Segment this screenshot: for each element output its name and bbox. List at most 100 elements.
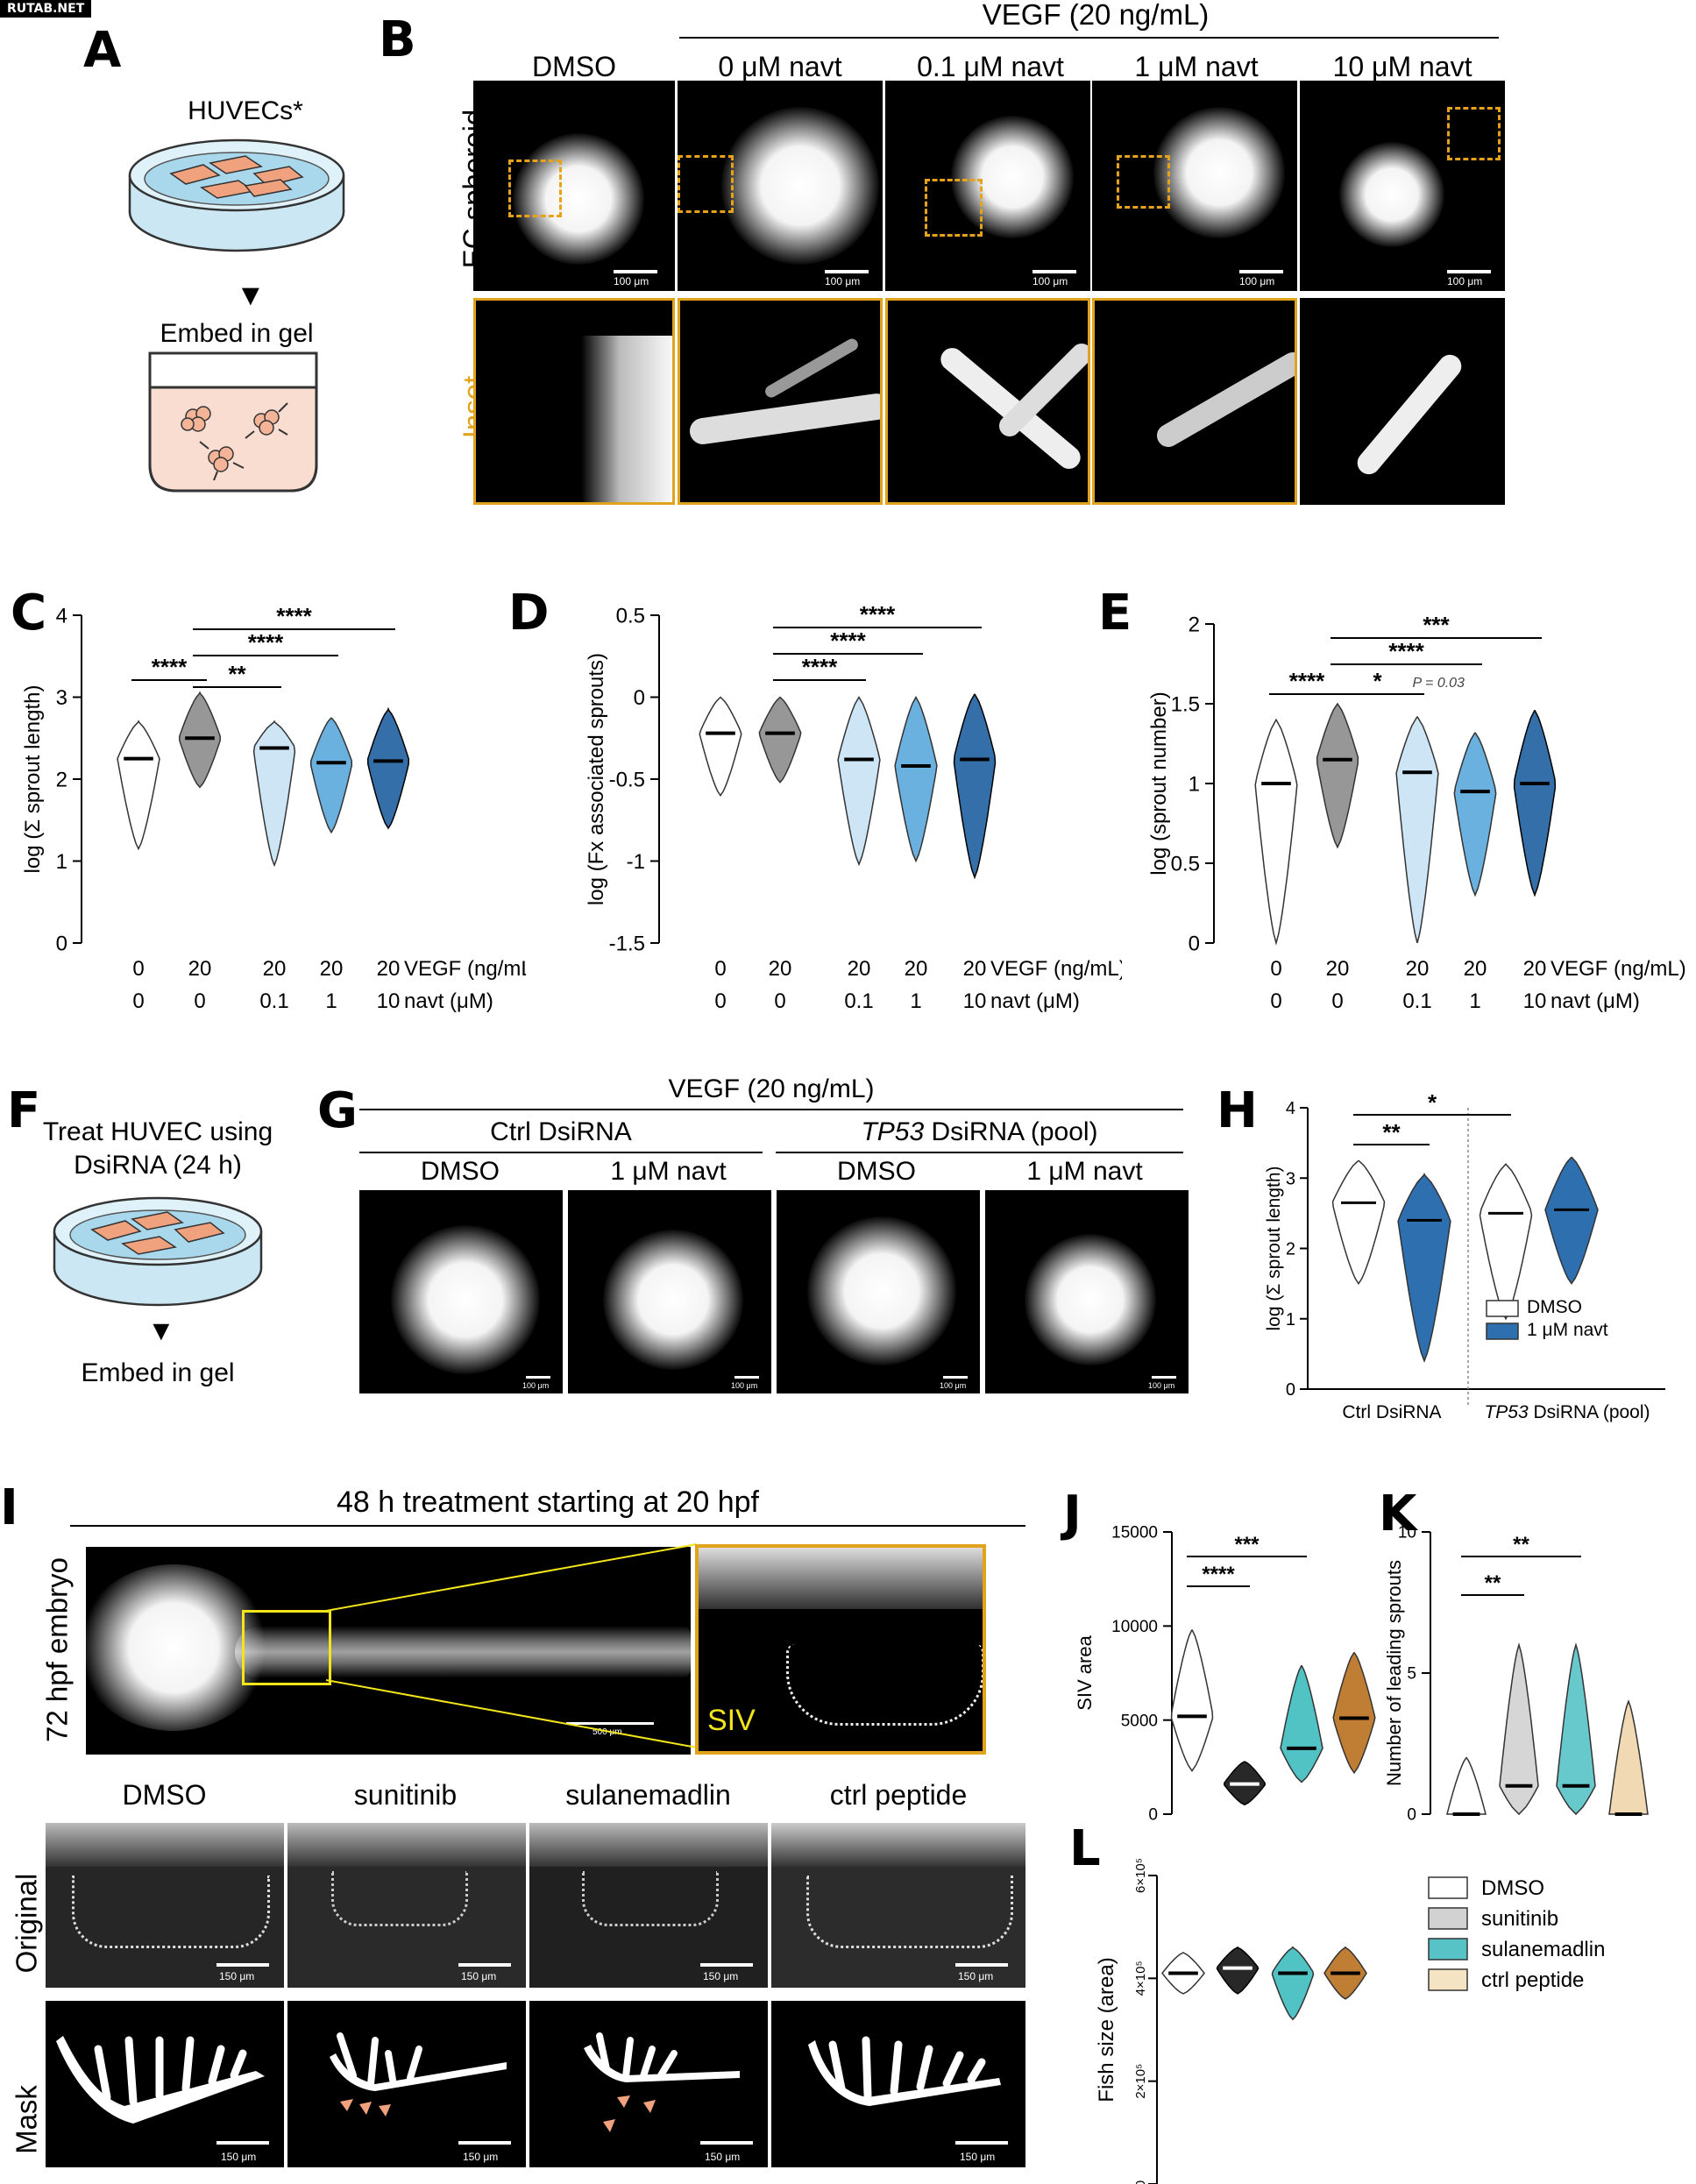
y-tick-label-c: 0	[56, 932, 67, 955]
panel-i-cond-3: ctrl peptide	[829, 1779, 968, 1811]
violin-c	[309, 717, 353, 834]
legend-label-l: ctrl peptide	[1481, 1968, 1584, 1992]
y-tick-label-c: 3	[56, 686, 67, 710]
legend-swatch-h	[1486, 1322, 1519, 1340]
x-tick-label-c: 20	[188, 957, 212, 981]
mask-image-sulanemadlin: 150 μm	[529, 2001, 768, 2167]
inset-image-10-navt	[1300, 298, 1505, 505]
g-image-ctrl-navt: 100 μm	[568, 1190, 771, 1393]
mask-image-ctrl-peptide: 150 μm	[771, 2001, 1025, 2167]
y-tick-label-c: 1	[56, 850, 67, 874]
significance-label-e: ****	[1289, 668, 1325, 694]
significance-label-c: ****	[248, 629, 284, 656]
y-tick-label-d: 0.5	[616, 604, 645, 628]
significance-label-j: ****	[1202, 1563, 1235, 1586]
violin-j	[1170, 1629, 1214, 1772]
violin-h	[1397, 1173, 1451, 1364]
g-image-tp53-dmso: 100 μm	[777, 1190, 980, 1393]
panel-i-cond-0: DMSO	[122, 1779, 207, 1811]
x-tick-label-d: 20	[769, 957, 792, 981]
x-tick-label-c: 20	[320, 957, 344, 981]
y-tick-label-d: -1	[627, 850, 645, 874]
panel-letter-d: D	[508, 585, 550, 642]
significance-label-e: *	[1373, 668, 1382, 694]
panel-letter-g: G	[317, 1082, 358, 1139]
legend-swatch-l	[1428, 1938, 1468, 1961]
legend-label-l: DMSO	[1481, 1876, 1544, 1900]
violin-c	[179, 691, 221, 789]
panel-g-cond-3: 1 μM navt	[1026, 1157, 1143, 1186]
g-image-tp53-navt: 100 μm	[985, 1190, 1189, 1393]
x-tick-label-e: 0	[1270, 989, 1281, 1013]
y-axis-label-d: log (Fx associated sprouts)	[585, 653, 608, 905]
violin-j	[1332, 1652, 1376, 1775]
x-row-label-c: navt (μM)	[404, 989, 493, 1013]
violin-e	[1395, 716, 1439, 944]
x-tick-label-c: 1	[325, 989, 337, 1013]
panel-letter-l: L	[1069, 1820, 1101, 1877]
y-tick-label-l: 2×10⁵	[1133, 2064, 1148, 2099]
y-tick-label-k: 5	[1407, 1665, 1416, 1684]
arrow-down-icon-f: ▼	[147, 1315, 175, 1346]
panel-g-header: VEGF (20 ng/mL)	[668, 1074, 875, 1103]
violin-k	[1608, 1699, 1649, 1815]
chart-k: 0 5 10 Number of leading sprouts ** **	[1385, 1524, 1649, 1823]
x-tick-label-e: 20	[1326, 957, 1350, 981]
violin-j	[1280, 1665, 1323, 1783]
violin-d	[837, 696, 881, 867]
panel-i-header-rule	[70, 1525, 1025, 1527]
y-axis-label-c: log (Σ sprout length)	[21, 685, 45, 874]
x-tick-label-e: 10	[1523, 989, 1547, 1013]
x-row-label-d: navt (μM)	[990, 989, 1080, 1013]
x-tick-label-e: 20	[1523, 957, 1547, 981]
y-axis-label-e: log (sprout number)	[1147, 691, 1171, 875]
significance-label-e: ****	[1388, 638, 1424, 664]
spheroid-image-1-navt: 100 μm	[1092, 81, 1297, 291]
original-image-dmso: 150 μm	[46, 1823, 284, 1988]
inset-image-0-1-navt	[885, 298, 1090, 505]
y-tick-label-h: 0	[1286, 1380, 1295, 1400]
violin-d	[699, 696, 742, 798]
significance-label-h: *	[1428, 1089, 1437, 1116]
panel-i-header: 48 h treatment starting at 20 hpf	[337, 1486, 759, 1519]
violin-l	[1216, 1946, 1260, 1995]
significance-label-c: ****	[276, 603, 312, 629]
svg-text:150 μm: 150 μm	[221, 2151, 256, 2163]
violin-k	[1556, 1642, 1596, 1816]
panel-i-cond-2: sulanemadlin	[565, 1779, 731, 1811]
panel-a-cells-label: HUVECs*	[188, 96, 303, 125]
y-axis-label-h: log (Σ sprout length)	[1264, 1166, 1284, 1330]
group-label-h: TP53 DsiRNA (pool)	[1484, 1402, 1650, 1422]
inset-image-1-navt	[1092, 298, 1297, 505]
svg-text:150 μm: 150 μm	[960, 2151, 995, 2163]
siv-inset-image: SIV	[695, 1544, 986, 1755]
violin-e	[1254, 718, 1298, 946]
x-tick-label-d: 10	[963, 989, 987, 1013]
legend-swatch-l	[1428, 1968, 1468, 1991]
inset-image-dmso	[473, 298, 675, 505]
panel-g-group-ctrl: Ctrl DsiRNA	[490, 1117, 632, 1146]
significance-label-c: **	[228, 661, 246, 687]
y-tick-label-e: 1.5	[1171, 692, 1200, 716]
panel-letter-c: C	[11, 585, 47, 642]
y-tick-label-l: 0	[1133, 2180, 1148, 2184]
x-tick-label-c: 0	[132, 957, 144, 981]
significance-label-k: **	[1513, 1533, 1529, 1556]
violin-c	[366, 707, 410, 830]
panel-g-rule-ctrl	[359, 1152, 763, 1153]
arrow-down-icon: ▼	[236, 279, 266, 312]
spheroid-image-0-navt: 100 μm	[678, 81, 883, 291]
violin-c	[117, 720, 160, 851]
petri-dish-icon-f	[53, 1196, 263, 1307]
violin-k	[1446, 1756, 1487, 1815]
y-tick-label-j: 15000	[1111, 1524, 1158, 1542]
violin-c	[252, 720, 296, 868]
y-tick-label-d: -0.5	[609, 768, 645, 791]
x-row-label-d: VEGF (ng/mL)	[990, 957, 1122, 981]
x-tick-label-e: 20	[1406, 957, 1430, 981]
x-tick-label-e: 1	[1469, 989, 1480, 1013]
g-image-ctrl-dmso: 100 μm	[359, 1190, 563, 1393]
original-image-ctrl-peptide: 150 μm	[771, 1823, 1025, 1988]
